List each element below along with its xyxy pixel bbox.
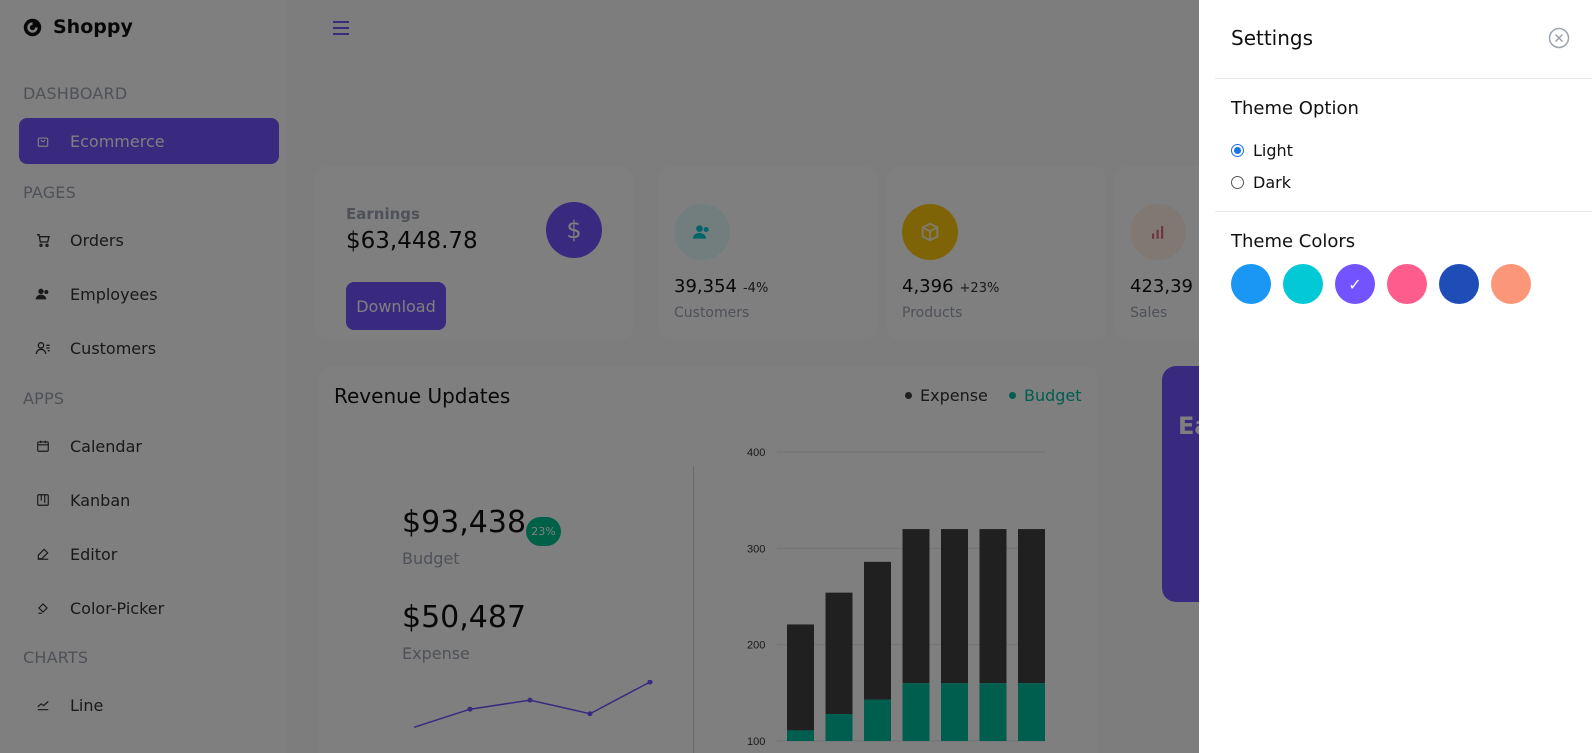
- color-swatch[interactable]: ✓: [1335, 264, 1375, 304]
- close-icon[interactable]: [1547, 26, 1571, 50]
- settings-title: Settings: [1231, 26, 1314, 50]
- radio-checked[interactable]: [1231, 144, 1244, 157]
- settings-divider: [1215, 211, 1592, 212]
- radio-unchecked[interactable]: [1231, 176, 1244, 189]
- theme-colors-title: Theme Colors: [1231, 231, 1356, 252]
- theme-dark-radio[interactable]: Dark: [1231, 173, 1291, 192]
- color-swatch[interactable]: [1283, 264, 1323, 304]
- color-swatch[interactable]: [1387, 264, 1427, 304]
- theme-option-title: Theme Option: [1231, 98, 1359, 119]
- color-swatch[interactable]: [1439, 264, 1479, 304]
- color-swatch[interactable]: [1491, 264, 1531, 304]
- settings-panel: Settings Theme Option Light Dark Theme C…: [1199, 0, 1592, 753]
- color-swatches: ✓: [1231, 264, 1531, 304]
- settings-divider: [1215, 78, 1592, 79]
- check-icon: ✓: [1348, 274, 1362, 294]
- color-swatch[interactable]: [1231, 264, 1271, 304]
- theme-light-radio[interactable]: Light: [1231, 141, 1293, 160]
